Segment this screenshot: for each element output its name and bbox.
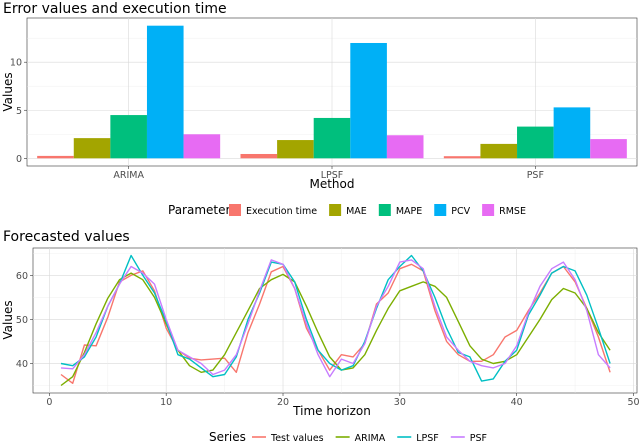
- bar: [277, 140, 314, 159]
- line-legend-label: ARIMA: [355, 433, 386, 444]
- line-axes: 40 50 60 0 10 20 30 40 50: [16, 271, 640, 408]
- line-x-tick-label: 50: [627, 397, 639, 408]
- bar: [590, 139, 627, 159]
- bar: [183, 134, 221, 159]
- line-legend-label: PSF: [470, 433, 487, 444]
- line-x-tick-label: 10: [160, 397, 172, 408]
- line-y-tick-label: 60: [16, 271, 28, 282]
- line-series-group: [60, 254, 611, 387]
- series-line: [60, 272, 611, 387]
- bar-legend-key: [378, 204, 391, 216]
- bar-y-tick-label: 0: [16, 154, 22, 165]
- bar-x-tick-label: LPSF: [321, 170, 344, 181]
- bar: [386, 135, 424, 159]
- line-legend: Series Test values ARIMA LPSF PSF: [209, 430, 487, 444]
- bar-y-tick-label: 10: [10, 58, 22, 69]
- bar: [443, 156, 481, 159]
- bar: [240, 153, 278, 159]
- bar-legend-key: [434, 204, 447, 216]
- bar: [480, 143, 518, 159]
- bar-legend-label: PCV: [451, 206, 470, 217]
- bar-x-axis-label: Method: [309, 177, 354, 191]
- bar: [350, 42, 387, 159]
- bar-y-axis-label: Values: [1, 72, 15, 111]
- bar-x-tick-label: PSF: [527, 170, 544, 181]
- line-x-tick-label: 0: [46, 397, 52, 408]
- line-y-tick-label: 50: [16, 315, 28, 326]
- line-y-tick-label: 40: [16, 359, 28, 370]
- bar-legend-title: Parameter: [168, 203, 230, 217]
- bar-legend-key: [482, 204, 495, 216]
- bar-legend-label: RMSE: [499, 206, 526, 217]
- line-x-tick-label: 20: [277, 397, 289, 408]
- bar-legend-label: MAPE: [396, 206, 422, 217]
- bar-legend-label: MAE: [346, 206, 367, 217]
- line-legend-label: LPSF: [416, 433, 439, 444]
- bar-legend-label: Execution time: [246, 206, 317, 217]
- line-chart-title: Forecasted values: [3, 229, 130, 245]
- bar: [517, 126, 554, 159]
- bar-series-group: [37, 25, 627, 159]
- line-x-tick-label: 30: [394, 397, 406, 408]
- bar-y-tick-label: 5: [16, 106, 22, 117]
- line-y-axis-label: Values: [1, 300, 15, 339]
- bar: [73, 138, 111, 159]
- bar: [313, 117, 351, 159]
- bar-axes: 0 5 10 ARIMA LPSF PSF: [10, 58, 544, 181]
- series-line: [60, 263, 611, 384]
- bar: [553, 107, 591, 159]
- bar-legend-key: [229, 204, 241, 216]
- line-plot-panel: [32, 247, 638, 394]
- bar-x-tick-label: ARIMA: [113, 170, 144, 181]
- bar: [146, 25, 184, 159]
- line-x-axis-label: Time horizon: [292, 404, 371, 418]
- bar-chart-title: Error values and execution time: [3, 1, 227, 17]
- line-x-tick-label: 40: [511, 397, 523, 408]
- bar: [110, 115, 147, 159]
- series-line: [60, 259, 611, 378]
- bar-legend-key: [329, 204, 342, 216]
- bar-legend: Parameter Execution time MAE MAPE PCV RMSE: [168, 203, 526, 217]
- line-legend-title: Series: [209, 430, 246, 444]
- bar: [37, 155, 74, 159]
- line-legend-label: Test values: [270, 433, 324, 444]
